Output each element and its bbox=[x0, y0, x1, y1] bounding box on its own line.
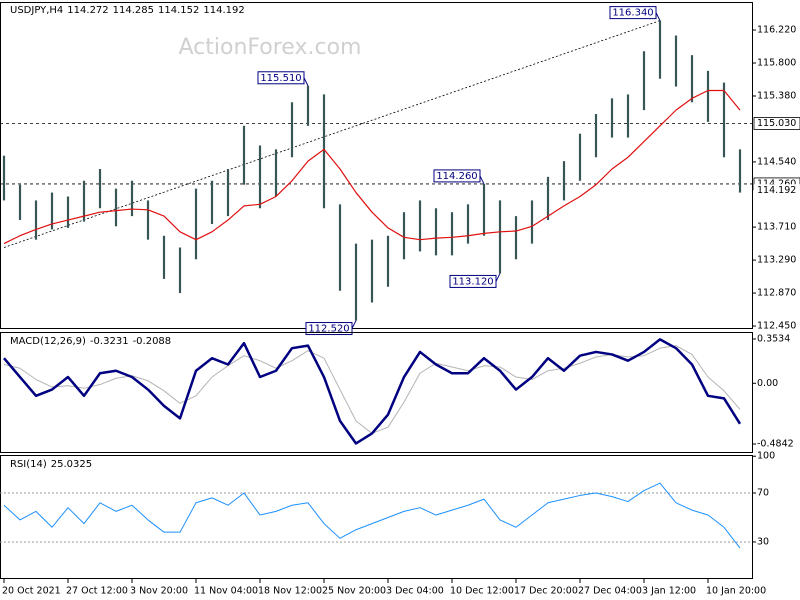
x-tick-label: 3 Dec 04:00 bbox=[386, 586, 444, 597]
annotation-leader bbox=[655, 12, 661, 21]
y-tick-label: 114.540 bbox=[757, 156, 796, 167]
annotation-box bbox=[609, 6, 657, 20]
x-tick-label: 3 Nov 20:00 bbox=[130, 586, 188, 597]
y-tick-label: 112.870 bbox=[757, 288, 796, 299]
indicator-header: MACD(12,26,9) -0.3231 -0.2088 bbox=[10, 336, 171, 347]
y-tick-label: 30 bbox=[757, 536, 769, 547]
panel-frame bbox=[0, 455, 753, 579]
annotation-label: 114.260 bbox=[436, 171, 477, 182]
panel-frame bbox=[0, 2, 753, 329]
x-tick-label: 27 Dec 04:00 bbox=[578, 586, 642, 597]
x-tick-label: 20 Oct 2021 bbox=[2, 586, 61, 597]
header-value: 114.285 bbox=[113, 5, 154, 16]
annotation-box bbox=[305, 322, 353, 336]
x-tick-label: 18 Nov 12:00 bbox=[258, 586, 322, 597]
annotation-leader bbox=[479, 175, 485, 185]
moving-average bbox=[3, 89, 741, 245]
annotation-label: 115.510 bbox=[260, 73, 301, 84]
annotation-label: 113.120 bbox=[452, 276, 493, 287]
y-tick-label: 112.450 bbox=[757, 321, 796, 332]
header-value: 25.0325 bbox=[51, 459, 92, 470]
header-value: 114.272 bbox=[67, 5, 108, 16]
header-value: RSI(14) bbox=[10, 459, 47, 470]
current-price-label: 114.192 bbox=[757, 185, 796, 196]
x-tick-label: 10 Jan 20:00 bbox=[706, 586, 766, 597]
level-label-box bbox=[753, 117, 800, 130]
y-tick-label: 116.220 bbox=[757, 25, 796, 36]
header-value: -0.3231 bbox=[90, 336, 129, 347]
annotation-box bbox=[257, 71, 305, 85]
y-tick-label: -0.4842 bbox=[757, 439, 794, 450]
x-tick-label: 11 Nov 04:00 bbox=[194, 586, 258, 597]
annotation-box bbox=[433, 169, 481, 183]
y-tick-label: 70 bbox=[757, 487, 769, 498]
y-tick-label: 113.290 bbox=[757, 255, 796, 266]
header-value: 114.152 bbox=[158, 5, 199, 16]
y-tick-label: 0.00 bbox=[757, 378, 778, 389]
current-price-box bbox=[754, 184, 800, 196]
y-tick-label: 100 bbox=[757, 451, 775, 462]
x-tick-label: 10 Dec 12:00 bbox=[450, 586, 514, 597]
panel-frame bbox=[0, 332, 753, 453]
x-tick-label: 3 Jan 12:00 bbox=[642, 586, 696, 597]
annotation-label: 112.520 bbox=[308, 324, 349, 335]
indicator-line bbox=[3, 338, 742, 445]
annotation-box bbox=[449, 274, 497, 288]
header-value: USDJPY,H4 bbox=[10, 5, 63, 16]
level-label: 114.260 bbox=[757, 178, 796, 189]
chart-header: USDJPY,H4 114.272 114.285 114.152 114.192 bbox=[10, 5, 245, 16]
x-tick-label: 25 Nov 20:00 bbox=[322, 586, 386, 597]
header-value: 114.192 bbox=[203, 5, 244, 16]
x-tick-label: 17 Dec 20:00 bbox=[514, 586, 578, 597]
header-value: MACD(12,26,9) bbox=[10, 336, 86, 347]
watermark: ActionForex.com bbox=[179, 35, 362, 60]
annotation-leader bbox=[303, 77, 309, 87]
y-tick-label: 115.800 bbox=[757, 58, 796, 69]
annotation-leader bbox=[351, 320, 357, 329]
annotation-label: 116.340 bbox=[612, 8, 653, 19]
y-tick-label: 115.380 bbox=[757, 90, 796, 101]
header-value: -0.2088 bbox=[133, 336, 172, 347]
annotation-leader bbox=[495, 273, 501, 282]
y-tick-label: 0.3534 bbox=[757, 333, 790, 344]
x-tick-label: 27 Oct 12:00 bbox=[66, 586, 128, 597]
indicator-header: RSI(14) 25.0325 bbox=[10, 459, 92, 470]
y-tick-label: 113.710 bbox=[757, 222, 796, 233]
level-label: 115.030 bbox=[757, 118, 796, 129]
indicator-line bbox=[3, 482, 741, 549]
